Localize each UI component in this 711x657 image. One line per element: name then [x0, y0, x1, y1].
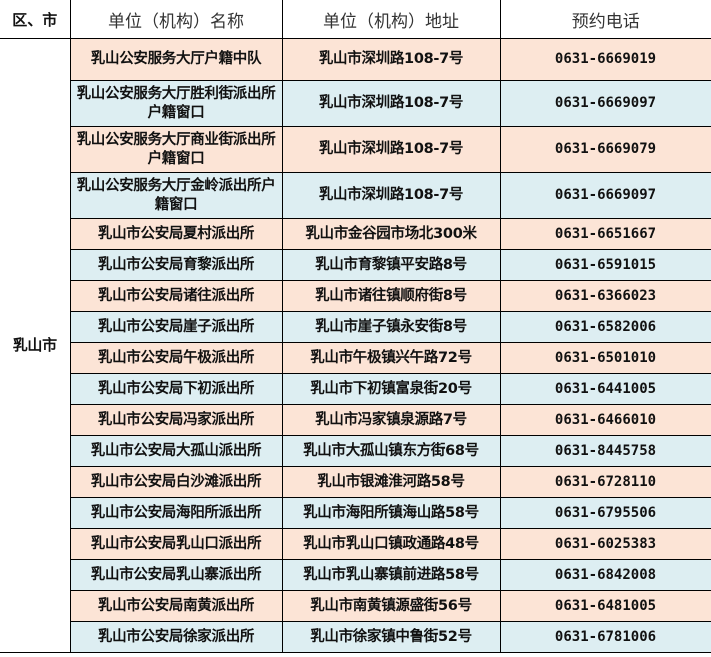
station-name-cell: 乳山公安服务大厅胜利街派出所户籍窗口 — [69, 80, 283, 127]
table-row: 乳山市公安局崖子派出所 乳山市崖子镇永安街8号 0631-6582006 — [0, 311, 711, 343]
table-row: 乳山市公安局乳山寨派出所 乳山市乳山寨镇前进路58号 0631-6842008 — [0, 559, 711, 591]
station-name-cell: 乳山市公安局夏村派出所 — [69, 218, 283, 250]
station-address-cell: 乳山市深圳路108-7号 — [281, 172, 501, 219]
station-name-cell: 乳山市公安局徐家派出所 — [69, 621, 283, 653]
table-row: 乳山市公安局午极派出所 乳山市午极镇兴午路72号 0631-6501010 — [0, 342, 711, 374]
station-name-cell: 乳山市公安局育黎派出所 — [69, 249, 283, 281]
station-phone-cell: 0631-6501010 — [499, 342, 711, 374]
table-row: 乳山公安服务大厅商业街派出所户籍窗口 乳山市深圳路108-7号 0631-66690… — [0, 126, 711, 173]
station-phone-cell: 0631-6669097 — [499, 80, 711, 127]
station-phone-cell: 0631-6669097 — [499, 172, 711, 219]
station-name-cell: 乳山市公安局诸往派出所 — [69, 280, 283, 312]
station-phone-cell: 0631-8445758 — [499, 435, 711, 467]
station-name-cell: 乳山市公安局冯家派出所 — [69, 404, 283, 436]
station-address-cell: 乳山市育黎镇平安路8号 — [281, 249, 501, 281]
table-row: 乳山市公安局白沙滩派出所 乳山市银滩淮河路58号 0631-6728110 — [0, 466, 711, 498]
table-row: 乳山市公安局冯家派出所 乳山市冯家镇泉源路7号 0631-6466010 — [0, 404, 711, 436]
station-address-cell: 乳山市银滩淮河路58号 — [281, 466, 501, 498]
station-name-cell: 乳山市公安局午极派出所 — [69, 342, 283, 374]
table-row: 乳山市公安局诸往派出所 乳山市诸往镇顺府街8号 0631-6366023 — [0, 280, 711, 312]
station-address-cell: 乳山市深圳路108-7号 — [281, 38, 501, 81]
table-row: 乳山市 乳山公安服务大厅户籍中队 乳山市深圳路108-7号 0631-6669019 — [0, 38, 711, 653]
station-name-cell: 乳山公安服务大厅户籍中队 — [69, 38, 283, 81]
station-phone-cell: 0631-6842008 — [499, 559, 711, 591]
station-name-cell: 乳山市公安局崖子派出所 — [69, 311, 283, 343]
station-phone-cell: 0631-6481005 — [499, 590, 711, 622]
station-phone-cell: 0631-6728110 — [499, 466, 711, 498]
table-row: 乳山市公安局夏村派出所 乳山市金谷园市场北300米 0631-6651667 — [0, 218, 711, 250]
station-name-cell: 乳山市公安局南黄派出所 — [69, 590, 283, 622]
district-cell: 乳山市 — [0, 38, 71, 653]
station-address-cell: 乳山市下初镇富泉街20号 — [281, 373, 501, 405]
header-name: 单位（机构）名称 — [69, 0, 282, 39]
table-row: 乳山市公安局乳山口派出所 乳山市乳山口镇政通路48号 0631-6025383 — [0, 528, 711, 560]
station-phone-cell: 0631-6669019 — [499, 38, 711, 81]
station-address-cell: 乳山市南黄镇源盛街56号 — [281, 590, 501, 622]
table-row: 乳山市公安局徐家派出所 乳山市徐家镇中鲁街52号 0631-6781006 — [0, 621, 711, 653]
station-name-cell: 乳山市公安局海阳所派出所 — [69, 497, 283, 529]
station-address-cell: 乳山市冯家镇泉源路7号 — [281, 404, 501, 436]
table-row: 乳山市公安局南黄派出所 乳山市南黄镇源盛街56号 0631-6481005 — [0, 590, 711, 622]
table-row: 乳山公安服务大厅胜利街派出所户籍窗口 乳山市深圳路108-7号 0631-66690… — [0, 80, 711, 127]
station-phone-cell: 0631-6582006 — [499, 311, 711, 343]
table-row: 乳山市公安局大孤山派出所 乳山市大孤山镇东方街68号 0631-8445758 — [0, 435, 711, 467]
station-address-cell: 乳山市崖子镇永安街8号 — [281, 311, 501, 343]
header-address: 单位（机构）地址 — [281, 0, 500, 39]
station-name-cell: 乳山市公安局白沙滩派出所 — [69, 466, 283, 498]
station-address-cell: 乳山市午极镇兴午路72号 — [281, 342, 501, 374]
station-phone-cell: 0631-6795506 — [499, 497, 711, 529]
station-address-cell: 乳山市海阳所镇海山路58号 — [281, 497, 501, 529]
station-name-cell: 乳山市公安局下初派出所 — [69, 373, 283, 405]
station-address-cell: 乳山市大孤山镇东方街68号 — [281, 435, 501, 467]
table-row: 乳山公安服务大厅金岭派出所户籍窗口 乳山市深圳路108-7号 0631-666909… — [0, 172, 711, 219]
station-phone-cell: 0631-6651667 — [499, 218, 711, 250]
station-phone-cell: 0631-6669079 — [499, 126, 711, 173]
station-name-cell: 乳山市公安局乳山口派出所 — [69, 528, 283, 560]
station-phone-cell: 0631-6591015 — [499, 249, 711, 281]
station-phone-cell: 0631-6466010 — [499, 404, 711, 436]
table-row: 乳山市公安局育黎派出所 乳山市育黎镇平安路8号 0631-6591015 — [0, 249, 711, 281]
station-phone-cell: 0631-6781006 — [499, 621, 711, 653]
station-address-cell: 乳山市深圳路108-7号 — [281, 80, 501, 127]
station-name-cell: 乳山市公安局大孤山派出所 — [69, 435, 283, 467]
station-address-cell: 乳山市金谷园市场北300米 — [281, 218, 501, 250]
station-name-cell: 乳山市公安局乳山寨派出所 — [69, 559, 283, 591]
station-address-cell: 乳山市徐家镇中鲁街52号 — [281, 621, 501, 653]
station-phone-cell: 0631-6441005 — [499, 373, 711, 405]
station-phone-cell: 0631-6025383 — [499, 528, 711, 560]
table-row: 乳山市公安局海阳所派出所 乳山市海阳所镇海山路58号 0631-6795506 — [0, 497, 711, 529]
station-address-cell: 乳山市乳山寨镇前进路58号 — [281, 559, 501, 591]
station-name-cell: 乳山公安服务大厅金岭派出所户籍窗口 — [69, 172, 283, 219]
header-row: 区、市 单位（机构）名称 单位（机构）地址 预约电话 — [0, 0, 711, 39]
table-row: 乳山市公安局下初派出所 乳山市下初镇富泉街20号 0631-6441005 — [0, 373, 711, 405]
station-phone-cell: 0631-6366023 — [499, 280, 711, 312]
header-district: 区、市 — [0, 0, 70, 39]
station-name-cell: 乳山公安服务大厅商业街派出所户籍窗口 — [69, 126, 283, 173]
header-phone: 预约电话 — [499, 0, 711, 39]
station-address-cell: 乳山市诸往镇顺府街8号 — [281, 280, 501, 312]
station-address-cell: 乳山市深圳路108-7号 — [281, 126, 501, 173]
station-address-cell: 乳山市乳山口镇政通路48号 — [281, 528, 501, 560]
